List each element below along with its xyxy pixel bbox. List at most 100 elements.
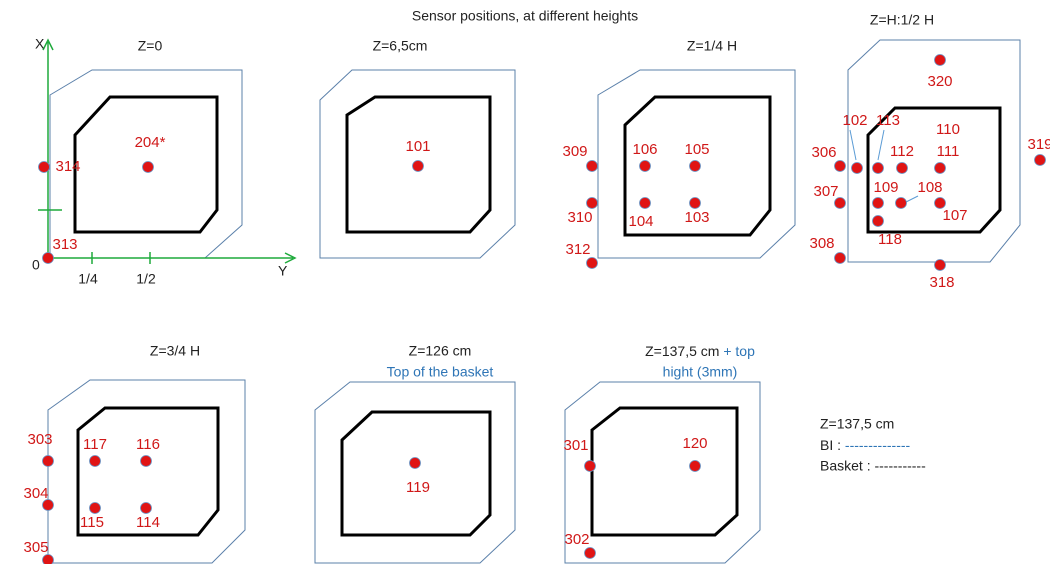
sensor-dot: [934, 54, 946, 66]
bi-outline: [847, 39, 1021, 263]
axis-label: 1/2: [136, 271, 156, 287]
sensor-dot: [89, 502, 101, 514]
sensor-dot: [586, 197, 598, 209]
panel-title: Z=137,5 cm + top: [645, 343, 755, 359]
basket-outline: [345, 95, 492, 234]
axis-label: 0: [32, 257, 40, 273]
bi-outline: [319, 69, 516, 259]
basket-outline: [590, 406, 739, 537]
sensor-dot: [834, 160, 846, 172]
sensor-label: 301: [563, 437, 588, 454]
sensor-label: 120: [682, 435, 707, 452]
axes: [38, 38, 297, 264]
sensor-label: 111: [937, 143, 960, 160]
basket-outline: [866, 106, 1002, 234]
sensor-dot: [42, 554, 54, 564]
legend-basket: Basket : -----------: [820, 458, 926, 474]
sensor-dot: [89, 455, 101, 467]
panel-title: Z=6,5cm: [373, 38, 428, 54]
title-extra: + top: [723, 343, 755, 359]
sensor-label: 101: [405, 138, 430, 155]
sensor-label: 320: [927, 73, 952, 90]
sensor-label: 105: [684, 141, 709, 158]
sensor-label: 306: [811, 144, 836, 161]
sensor-dot: [872, 215, 884, 227]
axis-label: X: [35, 36, 45, 52]
sensor-label: 104: [628, 213, 653, 230]
title: Sensor positions, at different heights: [412, 8, 638, 24]
panel-title: Z=0: [138, 38, 163, 54]
basket-outline: [340, 410, 492, 537]
legend-bi-line: --------------: [845, 437, 911, 453]
sensor-label: 302: [564, 531, 589, 548]
sensor-label: 117: [83, 436, 107, 453]
sensor-dot: [689, 197, 701, 209]
sensor-dot: [689, 460, 701, 472]
sensor-label: 308: [809, 235, 834, 252]
sensor-dot: [872, 162, 884, 174]
sensor-label: 114: [136, 514, 160, 531]
pointer-arrows: [849, 129, 919, 203]
sensor-dot: [142, 161, 154, 173]
bi-outline: [314, 381, 516, 564]
sensor-dot: [412, 160, 424, 172]
axis-label: Y: [278, 263, 288, 279]
sensor-label: 318: [929, 274, 954, 291]
sensor-label: 108: [917, 179, 942, 196]
sensor-dot: [689, 160, 701, 172]
sensor-dot: [834, 252, 846, 264]
sensor-label: 319: [1027, 136, 1050, 153]
sensor-label: 204*: [135, 134, 166, 151]
sensor-dot: [834, 197, 846, 209]
basket-outline: [623, 95, 772, 237]
sensor-dot: [140, 455, 152, 467]
sensor-label: 312: [565, 241, 590, 258]
sensor-label: 309: [562, 143, 587, 160]
legend-bi-label: BI :: [820, 437, 841, 453]
sensor-dot: [851, 162, 863, 174]
sensor-dot: [586, 160, 598, 172]
sensor-dot: [1034, 154, 1046, 166]
legend-title: Z=137,5 cm: [820, 416, 894, 432]
sensor-label: 107: [942, 207, 967, 224]
basket-outline: [76, 406, 220, 537]
title-main: Z=137,5 cm: [645, 343, 719, 359]
sensor-dot: [895, 197, 907, 209]
sensor-dot: [42, 455, 54, 467]
sensor-label: 103: [684, 209, 709, 226]
sensor-dot: [896, 162, 908, 174]
sensor-dot: [584, 547, 596, 559]
panel-subtitle: hight (3mm): [663, 364, 738, 380]
panel-subtitle: Top of the basket: [387, 364, 494, 380]
sensor-label: 118: [878, 231, 902, 248]
bi-outline: [597, 69, 796, 259]
sensor-label: 102: [842, 112, 867, 129]
sensor-label: 116: [136, 436, 160, 453]
sensor-label: 314: [55, 158, 80, 175]
sensor-dot: [42, 499, 54, 511]
sensor-dot: [140, 502, 152, 514]
sensor-dot: [38, 161, 50, 173]
basket-outline: [73, 95, 219, 234]
bi-outline: [564, 381, 761, 564]
panel-title: Z=H:1/2 H: [870, 12, 934, 28]
sensor-label: 303: [27, 431, 52, 448]
sensor-dot: [934, 197, 946, 209]
legend: Z=137,5 cm BI : -------------- Basket : …: [820, 416, 926, 474]
sensor-label: 313: [52, 236, 77, 253]
sensor-label: 119: [406, 479, 430, 496]
sensor-dot: [872, 197, 884, 209]
sensor-label: 106: [632, 141, 657, 158]
sensor-label: 115: [80, 514, 104, 531]
panel-title: Z=3/4 H: [150, 343, 200, 359]
sensor-label: 307: [813, 183, 838, 200]
sensor-dot: [409, 457, 421, 469]
sensor-dot: [639, 197, 651, 209]
sensor-label: 112: [890, 143, 914, 160]
sensor-dot: [586, 257, 598, 269]
sensor-label: 109: [873, 179, 898, 196]
panel-title: Z=1/4 H: [687, 38, 737, 54]
sensor-dot: [584, 460, 596, 472]
sensor-dot: [934, 259, 946, 271]
